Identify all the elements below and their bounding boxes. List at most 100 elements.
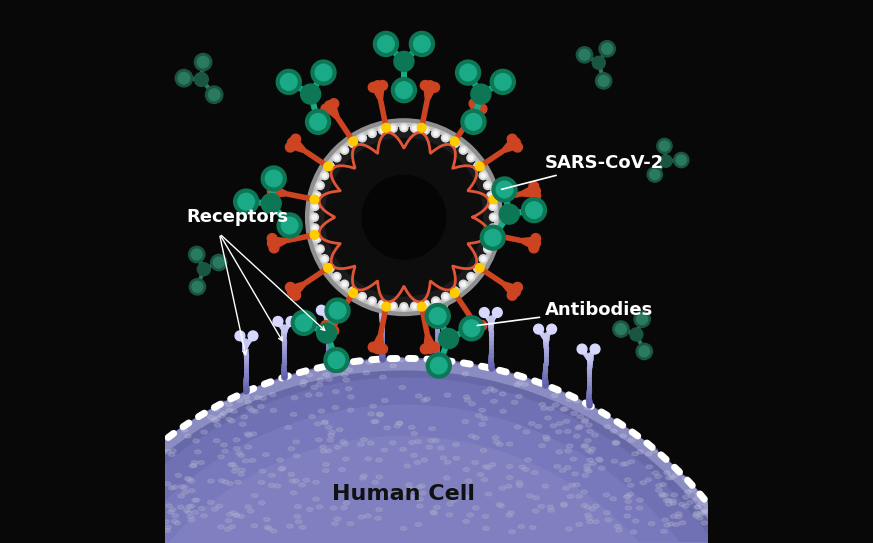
Circle shape	[306, 109, 331, 134]
Ellipse shape	[190, 464, 197, 468]
Ellipse shape	[498, 504, 505, 508]
Ellipse shape	[610, 497, 616, 501]
Ellipse shape	[614, 441, 620, 445]
Ellipse shape	[582, 444, 588, 447]
Circle shape	[381, 302, 385, 306]
Ellipse shape	[315, 438, 322, 442]
Circle shape	[342, 148, 347, 152]
Circle shape	[677, 155, 686, 165]
Circle shape	[476, 164, 480, 168]
Ellipse shape	[586, 516, 593, 520]
Circle shape	[389, 124, 397, 132]
Text: SARS-CoV-2: SARS-CoV-2	[502, 154, 664, 190]
Ellipse shape	[695, 505, 701, 509]
Circle shape	[452, 289, 457, 293]
Circle shape	[465, 113, 482, 130]
Ellipse shape	[169, 508, 175, 512]
Ellipse shape	[236, 451, 243, 455]
Ellipse shape	[233, 514, 239, 517]
Ellipse shape	[584, 506, 591, 509]
Ellipse shape	[433, 439, 439, 443]
Ellipse shape	[566, 527, 572, 531]
Ellipse shape	[274, 484, 281, 488]
Ellipse shape	[469, 402, 475, 406]
Circle shape	[325, 101, 334, 111]
Ellipse shape	[382, 448, 388, 452]
Ellipse shape	[693, 514, 700, 518]
Circle shape	[373, 81, 382, 91]
Circle shape	[191, 249, 203, 260]
Ellipse shape	[509, 530, 515, 534]
Circle shape	[205, 86, 223, 104]
Ellipse shape	[342, 457, 349, 461]
Ellipse shape	[402, 491, 409, 495]
Ellipse shape	[487, 387, 494, 390]
Ellipse shape	[251, 432, 257, 435]
Circle shape	[351, 289, 355, 293]
Circle shape	[469, 99, 479, 109]
Ellipse shape	[585, 513, 591, 517]
Ellipse shape	[533, 509, 539, 513]
Ellipse shape	[550, 424, 557, 427]
Ellipse shape	[177, 505, 184, 509]
Ellipse shape	[516, 481, 523, 484]
Ellipse shape	[409, 440, 416, 444]
Ellipse shape	[226, 408, 233, 412]
Ellipse shape	[313, 481, 320, 484]
Ellipse shape	[342, 442, 348, 446]
Circle shape	[234, 189, 258, 214]
Ellipse shape	[485, 466, 491, 470]
Ellipse shape	[569, 483, 575, 487]
Ellipse shape	[164, 482, 171, 485]
Circle shape	[384, 299, 394, 308]
Circle shape	[189, 247, 205, 263]
Ellipse shape	[664, 523, 670, 527]
Ellipse shape	[661, 529, 667, 533]
Ellipse shape	[390, 364, 396, 368]
Circle shape	[321, 104, 331, 114]
Ellipse shape	[373, 420, 379, 424]
Ellipse shape	[491, 389, 498, 393]
Circle shape	[329, 99, 339, 109]
Ellipse shape	[538, 504, 545, 508]
Circle shape	[402, 305, 406, 309]
Circle shape	[286, 317, 296, 326]
Ellipse shape	[404, 464, 410, 468]
Circle shape	[267, 186, 278, 196]
Ellipse shape	[665, 502, 672, 506]
Circle shape	[269, 181, 278, 191]
Ellipse shape	[260, 396, 266, 400]
Ellipse shape	[380, 375, 386, 379]
Ellipse shape	[636, 506, 643, 510]
Circle shape	[287, 138, 298, 148]
Circle shape	[324, 348, 349, 372]
Ellipse shape	[333, 406, 339, 409]
Ellipse shape	[443, 476, 450, 480]
Circle shape	[674, 153, 689, 168]
Circle shape	[310, 231, 319, 239]
Circle shape	[192, 281, 203, 292]
Ellipse shape	[544, 437, 550, 441]
Ellipse shape	[682, 504, 689, 508]
Ellipse shape	[214, 416, 221, 420]
Ellipse shape	[576, 522, 582, 526]
Ellipse shape	[604, 425, 610, 429]
Ellipse shape	[291, 491, 297, 495]
Ellipse shape	[306, 508, 313, 512]
Ellipse shape	[293, 440, 299, 444]
Ellipse shape	[217, 525, 224, 529]
Ellipse shape	[228, 463, 235, 466]
Circle shape	[491, 215, 496, 219]
Ellipse shape	[526, 494, 533, 498]
Ellipse shape	[560, 407, 567, 411]
Circle shape	[531, 186, 540, 196]
Ellipse shape	[481, 478, 488, 482]
Circle shape	[276, 70, 301, 94]
Circle shape	[629, 328, 643, 341]
Ellipse shape	[320, 445, 327, 449]
Circle shape	[391, 78, 416, 103]
Ellipse shape	[422, 458, 428, 462]
Ellipse shape	[365, 514, 371, 518]
Ellipse shape	[334, 517, 340, 521]
Circle shape	[313, 215, 317, 219]
